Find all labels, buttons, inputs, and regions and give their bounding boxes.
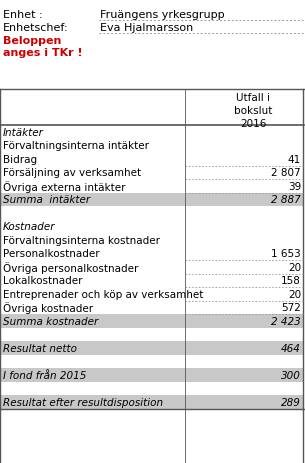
Text: Enhet :: Enhet : bbox=[3, 10, 43, 20]
Text: Eva Hjalmarsson: Eva Hjalmarsson bbox=[100, 23, 193, 33]
Text: Övriga personalkostnader: Övriga personalkostnader bbox=[3, 261, 138, 273]
Text: Förvaltningsinterna kostnader: Förvaltningsinterna kostnader bbox=[3, 235, 160, 245]
Text: Förvaltningsinterna intäkter: Förvaltningsinterna intäkter bbox=[3, 141, 149, 151]
Text: Resultat netto: Resultat netto bbox=[3, 343, 77, 353]
Text: Summa  intäkter: Summa intäkter bbox=[3, 195, 90, 205]
Text: 20: 20 bbox=[288, 289, 301, 299]
Text: 2 423: 2 423 bbox=[271, 316, 301, 326]
Text: Lokalkostnader: Lokalkostnader bbox=[3, 275, 82, 286]
Text: Försäljning av verksamhet: Försäljning av verksamhet bbox=[3, 168, 141, 178]
Text: Resultat efter resultdisposition: Resultat efter resultdisposition bbox=[3, 397, 163, 407]
Text: 572: 572 bbox=[281, 303, 301, 313]
Text: 41: 41 bbox=[288, 155, 301, 164]
Text: 1 653: 1 653 bbox=[271, 249, 301, 259]
Text: Entreprenader och köp av verksamhet: Entreprenader och köp av verksamhet bbox=[3, 289, 203, 299]
Text: 289: 289 bbox=[281, 397, 301, 407]
Text: I fond från 2015: I fond från 2015 bbox=[3, 370, 86, 380]
Text: Bidrag: Bidrag bbox=[3, 155, 37, 164]
Text: Övriga kostnader: Övriga kostnader bbox=[3, 302, 93, 313]
Text: 39: 39 bbox=[288, 181, 301, 191]
Text: Personalkostnader: Personalkostnader bbox=[3, 249, 100, 259]
Text: 158: 158 bbox=[281, 275, 301, 286]
Text: 2 807: 2 807 bbox=[271, 168, 301, 178]
Text: Beloppen
anges i TKr !: Beloppen anges i TKr ! bbox=[3, 36, 83, 58]
Bar bbox=[0, 368, 304, 382]
Bar bbox=[0, 314, 304, 328]
Text: Summa kostnader: Summa kostnader bbox=[3, 316, 98, 326]
Text: Utfall i
bokslut
2016: Utfall i bokslut 2016 bbox=[234, 93, 272, 128]
Text: 20: 20 bbox=[288, 262, 301, 272]
Text: Intäkter: Intäkter bbox=[3, 127, 44, 138]
Text: Övriga externa intäkter: Övriga externa intäkter bbox=[3, 181, 125, 192]
Bar bbox=[0, 341, 304, 355]
Text: 2 887: 2 887 bbox=[271, 195, 301, 205]
Bar bbox=[0, 193, 304, 206]
Text: 464: 464 bbox=[281, 343, 301, 353]
Text: Kostnader: Kostnader bbox=[3, 222, 56, 232]
Text: Fruängens yrkesgrupp: Fruängens yrkesgrupp bbox=[100, 10, 224, 20]
Text: 300: 300 bbox=[281, 370, 301, 380]
Bar bbox=[0, 395, 304, 409]
Text: Enhetschef:: Enhetschef: bbox=[3, 23, 69, 33]
